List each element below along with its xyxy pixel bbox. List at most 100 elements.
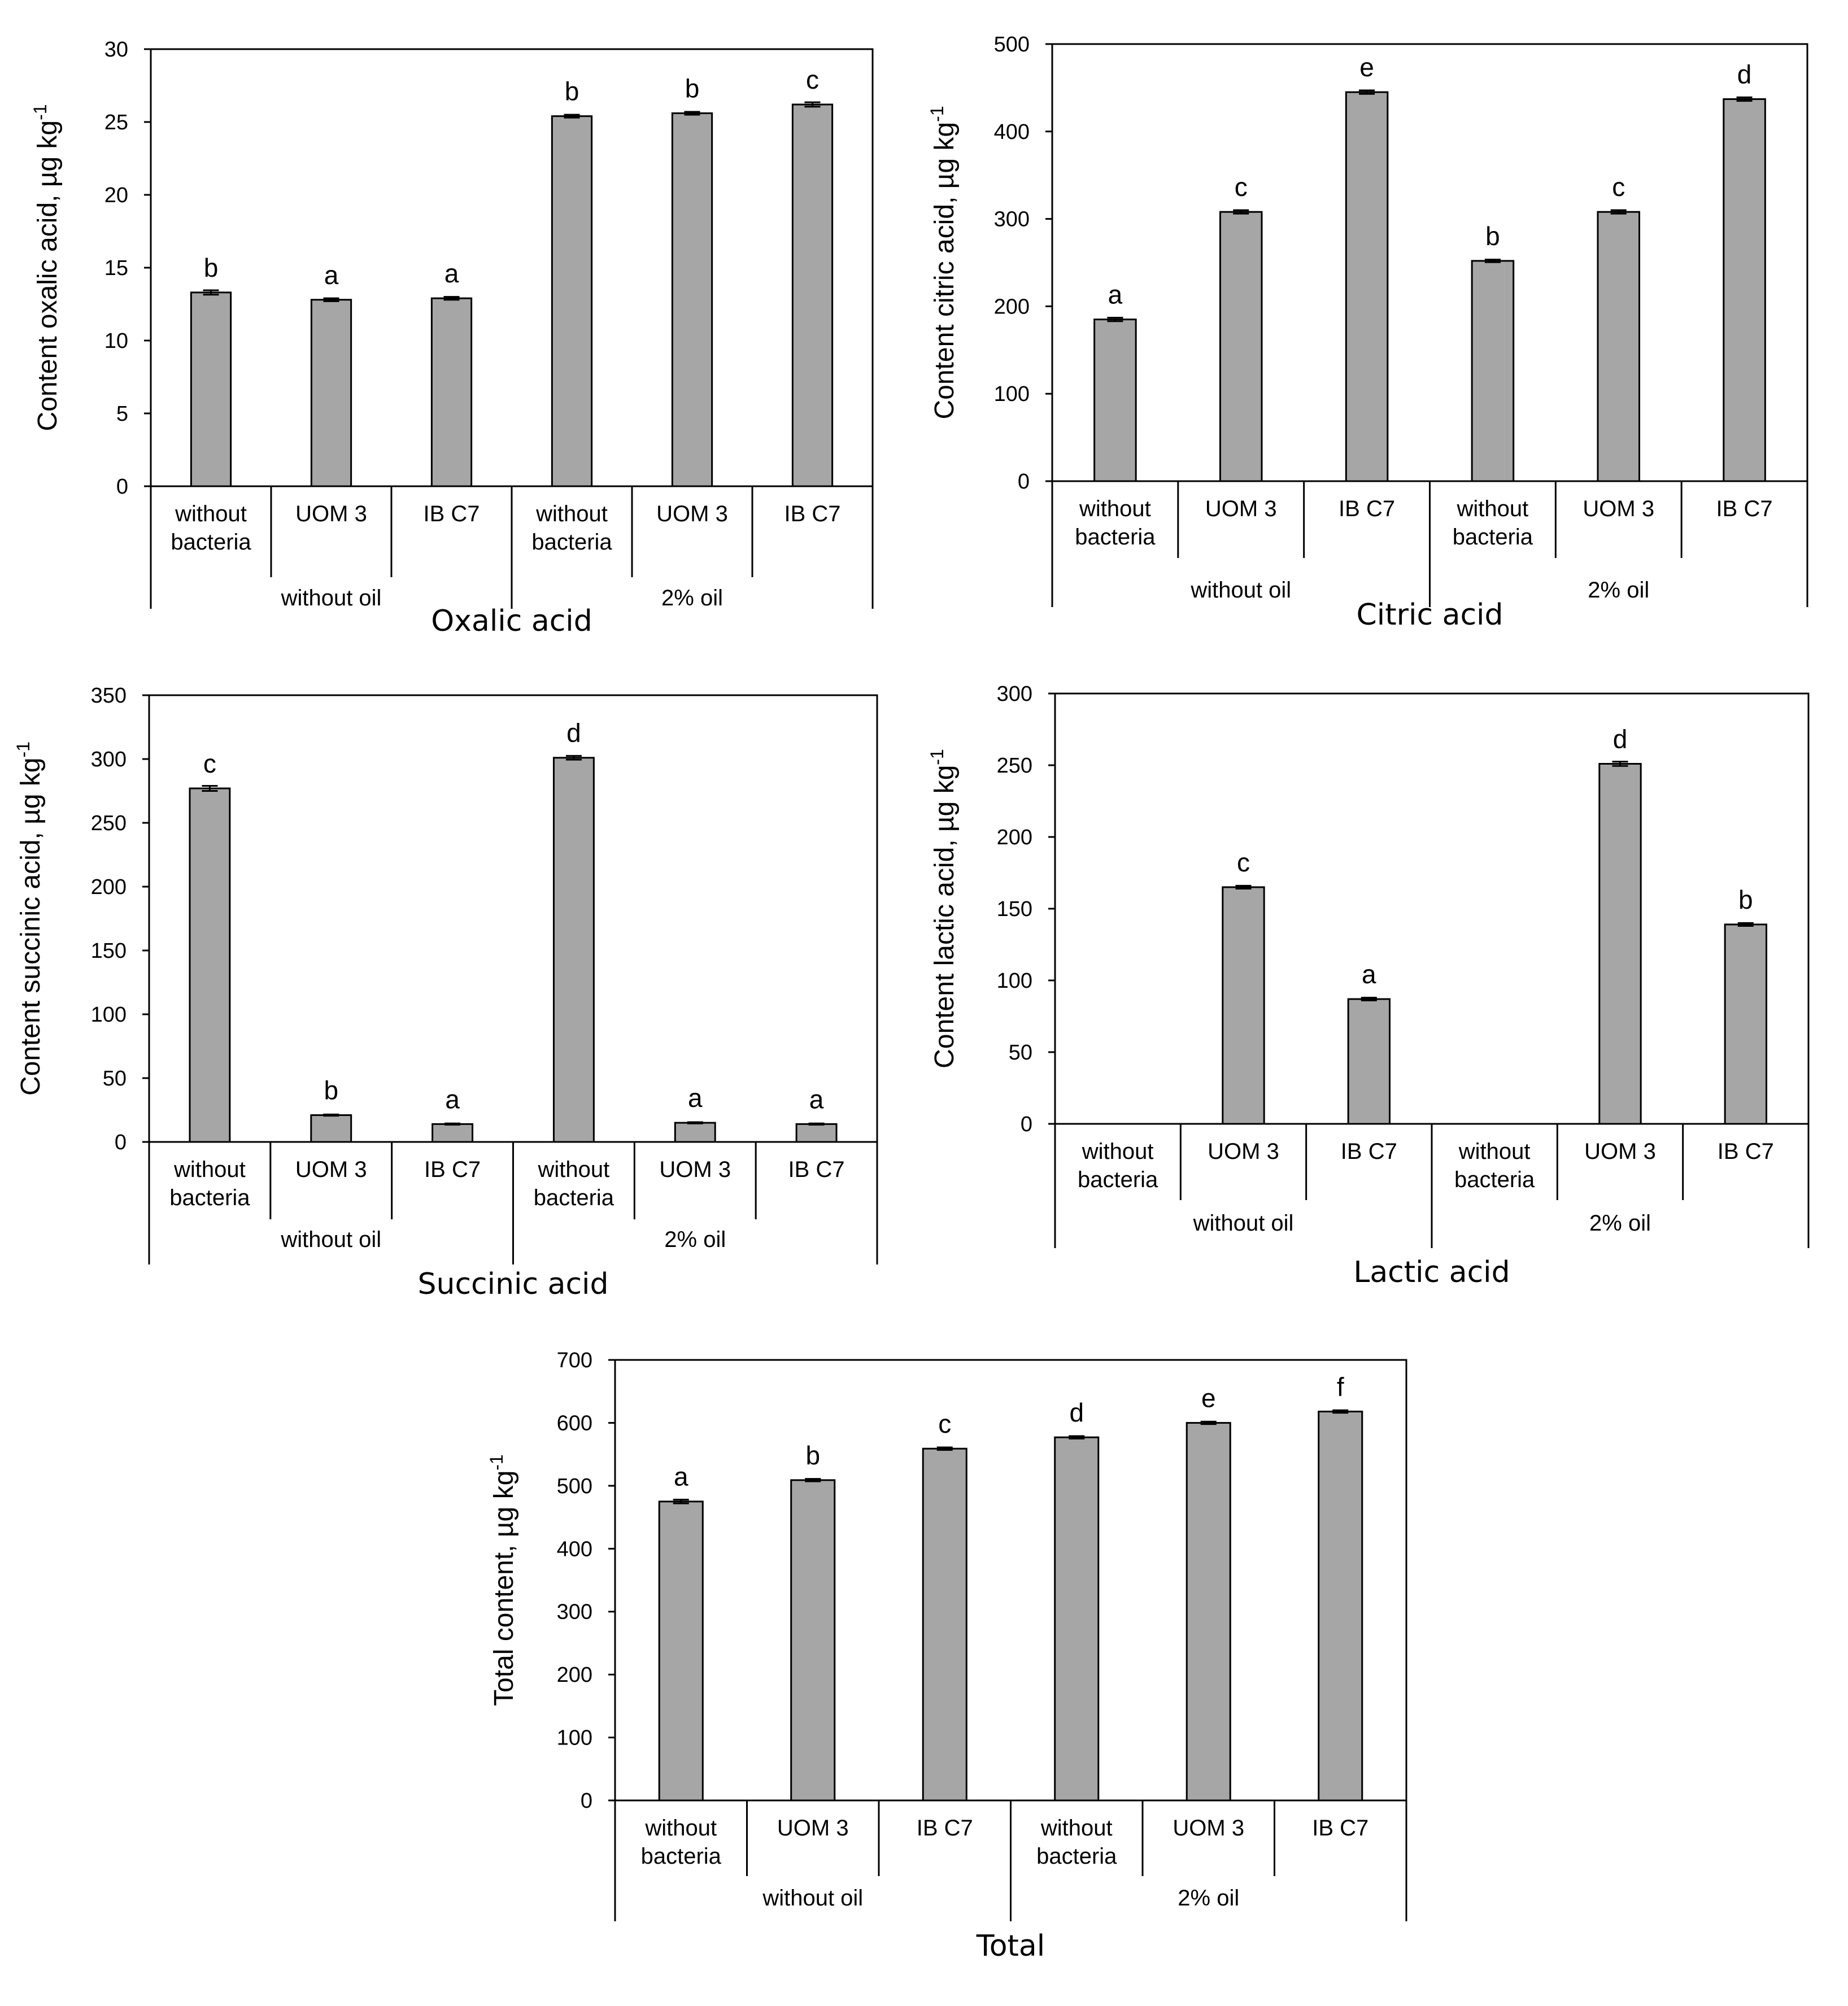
bar xyxy=(1598,762,1642,1125)
category-label: without xyxy=(644,1816,717,1841)
category-label: UOM 3 xyxy=(295,1157,367,1182)
significance-letter: e xyxy=(1359,53,1374,82)
y-tick-label: 200 xyxy=(994,295,1030,319)
significance-letter: b xyxy=(1738,885,1753,914)
y-tick-label: 500 xyxy=(994,33,1030,56)
bar xyxy=(1222,886,1265,1125)
category-label: UOM 3 xyxy=(777,1816,849,1841)
bar xyxy=(795,1123,838,1143)
group-label: 2% oil xyxy=(664,1227,726,1252)
chart-oxalic: 0 5 10 15 20 25 30 Content oxalic acid, µg kg-1… xyxy=(30,38,874,638)
category-label: without xyxy=(173,1157,246,1182)
significance-letter: a xyxy=(444,259,459,288)
y-tick-label: 15 xyxy=(104,256,128,280)
y-tick-label: 0 xyxy=(1021,1113,1032,1136)
category-label: bacteria xyxy=(531,530,612,555)
significance-letter: c xyxy=(1612,172,1625,202)
category-label: IB C7 xyxy=(784,502,840,526)
y-tick-label: 100 xyxy=(91,1003,127,1027)
bar xyxy=(1723,98,1766,482)
significance-letter: c xyxy=(1237,848,1250,877)
bar xyxy=(671,112,713,487)
group-label: without oil xyxy=(762,1886,863,1911)
y-axis-label: Content citric acid, µg kg-1 xyxy=(927,106,960,420)
bar xyxy=(551,115,593,487)
category-label: without xyxy=(1457,496,1529,521)
y-axis-label: Content succinic acid, µg kg-1 xyxy=(13,742,46,1096)
y-tick-label: 25 xyxy=(104,111,128,134)
group-label: without oil xyxy=(280,1227,381,1252)
significance-letter: b xyxy=(1485,221,1500,251)
significance-letter: c xyxy=(938,1409,951,1438)
category-label: IB C7 xyxy=(1716,496,1773,521)
chart-title: Lactic acid xyxy=(1353,1255,1510,1289)
significance-letter: a xyxy=(1108,280,1123,309)
bar xyxy=(1471,260,1515,482)
y-tick-label: 300 xyxy=(557,1601,592,1624)
y-tick-label: 30 xyxy=(104,38,128,62)
y-tick-label: 250 xyxy=(91,812,127,835)
category-label: UOM 3 xyxy=(1205,496,1277,521)
category-label: bacteria xyxy=(171,530,251,555)
y-tick-label: 350 xyxy=(91,684,127,708)
significance-letter: a xyxy=(445,1084,460,1114)
category-label: bacteria xyxy=(641,1844,722,1869)
y-tick-label: 300 xyxy=(997,682,1032,706)
group-label: 2% oil xyxy=(1178,1886,1239,1911)
category-label: bacteria xyxy=(534,1185,614,1210)
category-label: IB C7 xyxy=(1312,1816,1368,1841)
category-label: IB C7 xyxy=(1341,1139,1397,1164)
y-tick-label: 100 xyxy=(997,969,1032,993)
plot-frame xyxy=(148,694,878,1143)
y-tick-label: 20 xyxy=(104,184,128,207)
bar xyxy=(658,1501,704,1802)
bar xyxy=(310,1114,352,1143)
category-label: UOM 3 xyxy=(1584,1139,1656,1164)
bar xyxy=(189,787,231,1143)
category-label: without xyxy=(538,1157,610,1182)
bar xyxy=(922,1447,967,1802)
y-tick-label: 600 xyxy=(557,1411,592,1435)
category-label: IB C7 xyxy=(788,1157,845,1182)
significance-letter: a xyxy=(1362,960,1376,989)
significance-letter: a xyxy=(324,260,339,290)
group-label: without oil xyxy=(1190,578,1291,603)
category-label: UOM 3 xyxy=(659,1157,731,1182)
plot-frame xyxy=(150,48,874,487)
y-tick-label: 200 xyxy=(91,875,127,899)
y-tick-label: 0 xyxy=(581,1789,592,1813)
chart-title: Succinic acid xyxy=(417,1267,608,1301)
plot-frame xyxy=(1054,692,1810,1125)
y-tick-label: 0 xyxy=(116,475,128,499)
y-tick-label: 150 xyxy=(91,939,127,963)
y-tick-label: 200 xyxy=(557,1663,592,1687)
significance-letter: c xyxy=(1235,172,1248,202)
significance-letter: e xyxy=(1201,1383,1216,1412)
chart-succinic: 0 50 100 150 200 250 300 350 Content succinic ac… xyxy=(13,684,878,1301)
category-label: IB C7 xyxy=(1339,496,1395,521)
y-tick-label: 50 xyxy=(1009,1041,1032,1065)
category-label: IB C7 xyxy=(423,502,480,526)
chart-title: Oxalic acid xyxy=(431,604,592,638)
group-label: 2% oil xyxy=(1589,1211,1651,1236)
chart-lactic: 0 50 100 150 200 250 300 Content lactic acid, µ… xyxy=(927,682,1810,1289)
significance-letter: b xyxy=(805,1441,820,1470)
significance-letter: d xyxy=(566,718,581,748)
significance-letter: b xyxy=(685,74,700,103)
plot-frame xyxy=(614,1359,1407,1802)
category-label: without xyxy=(1040,1816,1113,1841)
y-tick-label: 100 xyxy=(994,382,1030,406)
bar xyxy=(1219,211,1263,482)
category-label: IB C7 xyxy=(424,1157,481,1182)
bar xyxy=(1597,211,1641,482)
category-label: without xyxy=(1082,1139,1154,1164)
y-tick-label: 400 xyxy=(557,1537,592,1561)
significance-letter: c xyxy=(806,65,819,94)
category-label: UOM 3 xyxy=(1208,1139,1279,1164)
y-tick-label: 50 xyxy=(103,1067,127,1091)
y-tick-label: 500 xyxy=(557,1475,592,1498)
chart-title: Citric acid xyxy=(1357,598,1503,632)
y-axis-label: Content lactic acid, µg kg-1 xyxy=(927,749,960,1069)
y-tick-label: 300 xyxy=(91,748,127,771)
